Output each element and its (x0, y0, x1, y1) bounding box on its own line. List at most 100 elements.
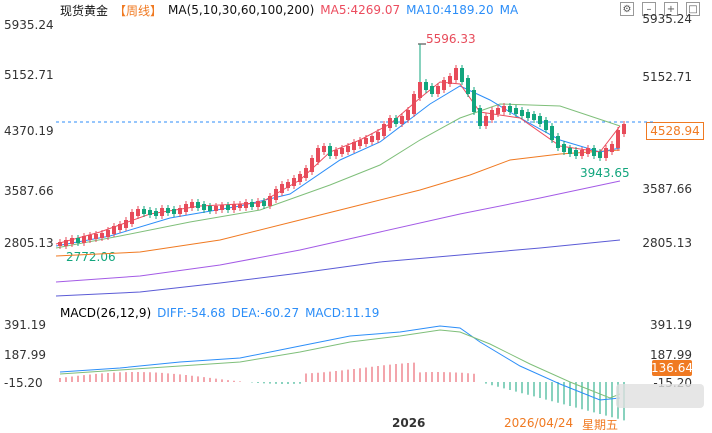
candle (310, 158, 314, 172)
candle (124, 220, 128, 228)
candle (370, 136, 374, 142)
fullscreen-icon[interactable]: □ (686, 2, 700, 16)
candle (82, 236, 86, 243)
candle (442, 80, 446, 90)
candle (70, 238, 74, 244)
candle (598, 152, 602, 158)
candle (166, 208, 170, 213)
period-label[interactable]: 【周线】 (114, 3, 163, 18)
candle (112, 226, 116, 234)
low-marker: 3943.65 (580, 166, 630, 180)
candle (106, 230, 110, 237)
candle (130, 212, 134, 224)
candle (532, 114, 536, 120)
price-axis-right-2: 5152.71 (642, 70, 692, 84)
candle (574, 150, 578, 156)
macd-last-badge: 136.64 (651, 360, 693, 376)
candle (172, 209, 176, 214)
macd-axis-left-1: 391.19 (4, 318, 46, 332)
candle (430, 86, 434, 94)
candle (160, 208, 164, 216)
price-axis-left-2: 5152.71 (4, 68, 54, 82)
macd-panel (59, 325, 625, 421)
time-axis: 2026 2026/04/24 星期五 (0, 414, 712, 432)
candle (304, 168, 308, 178)
candle (340, 148, 344, 154)
candle (148, 210, 152, 215)
candle (244, 202, 248, 208)
candle (520, 110, 524, 116)
price-axis-left-5: 2805.13 (4, 236, 54, 250)
candle (556, 136, 560, 148)
high-marker: 5596.33 (426, 32, 476, 46)
candle (610, 144, 614, 152)
candle (466, 78, 470, 94)
candle (418, 82, 422, 98)
candle (214, 206, 218, 211)
candle (220, 205, 224, 210)
candle (538, 116, 542, 124)
ma5-value: MA5:4269.07 (320, 3, 401, 17)
price-axis-left-3: 4370.19 (4, 124, 54, 138)
candle (580, 150, 584, 156)
macd-axis-left-2: 187.99 (4, 348, 46, 362)
candle (88, 235, 92, 240)
candle (448, 76, 452, 84)
macd-dea-line (59, 329, 621, 399)
candle (472, 90, 476, 112)
candle (616, 130, 620, 148)
sino-sound-watermark (616, 384, 704, 408)
zoom-in-icon[interactable]: + (664, 2, 678, 16)
macd-diff-line (59, 325, 621, 401)
candle (142, 209, 146, 214)
candle (496, 108, 500, 114)
candle (544, 120, 548, 130)
candle (118, 224, 122, 230)
ma200-line (55, 239, 621, 297)
candle (478, 108, 482, 126)
candle (64, 240, 68, 246)
macd-axis-right-1: 391.19 (650, 318, 692, 332)
price-axis-right-1: 5935.24 (642, 12, 692, 26)
candle (58, 242, 62, 246)
macd-value: MACD:11.19 (305, 306, 380, 320)
candle (268, 196, 272, 206)
candle (562, 144, 566, 152)
macd-axis-left-3: -15.20 (4, 376, 43, 390)
ma60-line (55, 149, 621, 257)
candle (298, 174, 302, 182)
candle (406, 110, 410, 120)
ma10-value: MA10:4189.20 (406, 3, 494, 17)
candle (376, 132, 380, 140)
zoom-out-icon[interactable]: – (642, 2, 656, 16)
chart-header: 现货黄金 【周线】 MA(5,10,30,60,100,200) MA5:426… (0, 0, 712, 20)
current-date: 2026/04/24 (504, 416, 574, 430)
candle (334, 150, 338, 156)
candle (358, 140, 362, 146)
settings-icon[interactable]: ⚙ (620, 2, 634, 16)
candle (292, 178, 296, 186)
candle (346, 146, 350, 152)
candle (364, 138, 368, 144)
candle (400, 116, 404, 124)
candle (550, 126, 554, 140)
candle (76, 238, 80, 243)
candle (100, 233, 104, 238)
candle (280, 184, 284, 193)
candle (592, 148, 596, 156)
candles (58, 43, 626, 249)
candle (394, 118, 398, 124)
candle (352, 142, 356, 150)
candle (136, 209, 140, 216)
last-price-badge: 4528.94 (646, 122, 704, 140)
candle (412, 94, 416, 114)
candle (622, 124, 626, 134)
candle (178, 208, 182, 214)
macd-axis-right-2: 187.99 (650, 348, 692, 362)
candle (526, 112, 530, 118)
candle (514, 108, 518, 114)
candle (328, 146, 332, 156)
candle (508, 106, 512, 112)
